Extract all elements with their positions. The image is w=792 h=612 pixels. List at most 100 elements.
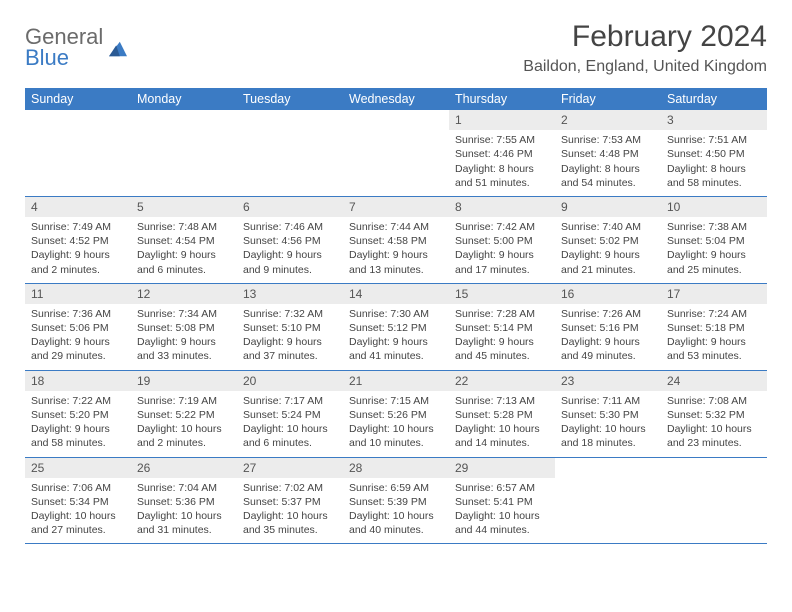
day-body: Sunrise: 7:22 AMSunset: 5:20 PMDaylight:… xyxy=(25,391,131,457)
calendar-week: 18Sunrise: 7:22 AMSunset: 5:20 PMDayligh… xyxy=(25,370,767,457)
day-number: 29 xyxy=(449,458,555,478)
calendar-cell: 19Sunrise: 7:19 AMSunset: 5:22 PMDayligh… xyxy=(131,370,237,457)
calendar-week: 1Sunrise: 7:55 AMSunset: 4:46 PMDaylight… xyxy=(25,110,767,196)
calendar-cell: 10Sunrise: 7:38 AMSunset: 5:04 PMDayligh… xyxy=(661,196,767,283)
calendar-week: 4Sunrise: 7:49 AMSunset: 4:52 PMDaylight… xyxy=(25,196,767,283)
day-sunset: Sunset: 4:56 PM xyxy=(243,234,337,248)
day-body: Sunrise: 7:08 AMSunset: 5:32 PMDaylight:… xyxy=(661,391,767,457)
calendar-week: 25Sunrise: 7:06 AMSunset: 5:34 PMDayligh… xyxy=(25,457,767,544)
day-sunset: Sunset: 5:12 PM xyxy=(349,321,443,335)
day-number: 7 xyxy=(343,197,449,217)
day-body: Sunrise: 7:02 AMSunset: 5:37 PMDaylight:… xyxy=(237,478,343,544)
day-header: Thursday xyxy=(449,88,555,110)
day-sunset: Sunset: 5:41 PM xyxy=(455,495,549,509)
day-daylight: Daylight: 10 hours and 14 minutes. xyxy=(455,422,549,450)
day-sunrise: Sunrise: 7:11 AM xyxy=(561,394,655,408)
calendar-cell: 29 Sunrise: 6:57 AMSunset: 5:41 PMDayligh… xyxy=(449,457,555,544)
day-number: 27 xyxy=(237,458,343,478)
day-sunrise: Sunrise: 7:40 AM xyxy=(561,220,655,234)
day-sunrise: Sunrise: 7:36 AM xyxy=(31,307,125,321)
day-sunrise: Sunrise: 7:34 AM xyxy=(137,307,231,321)
calendar-cell xyxy=(25,110,131,196)
page-header: General Blue February 2024 Baildon, Engl… xyxy=(25,20,767,76)
day-daylight: Daylight: 10 hours and 6 minutes. xyxy=(243,422,337,450)
calendar-cell: 15Sunrise: 7:28 AMSunset: 5:14 PMDayligh… xyxy=(449,283,555,370)
day-sunset: Sunset: 5:24 PM xyxy=(243,408,337,422)
day-sunset: Sunset: 4:54 PM xyxy=(137,234,231,248)
day-daylight: Daylight: 10 hours and 23 minutes. xyxy=(667,422,761,450)
day-sunrise: Sunrise: 6:57 AM xyxy=(455,481,549,495)
day-sunrise: Sunrise: 7:22 AM xyxy=(31,394,125,408)
day-sunrise: Sunrise: 7:15 AM xyxy=(349,394,443,408)
day-number: 8 xyxy=(449,197,555,217)
day-number: 22 xyxy=(449,371,555,391)
calendar-cell: 4Sunrise: 7:49 AMSunset: 4:52 PMDaylight… xyxy=(25,196,131,283)
calendar-cell: 8Sunrise: 7:42 AMSunset: 5:00 PMDaylight… xyxy=(449,196,555,283)
day-sunrise: Sunrise: 7:30 AM xyxy=(349,307,443,321)
day-header: Wednesday xyxy=(343,88,449,110)
day-sunset: Sunset: 5:34 PM xyxy=(31,495,125,509)
calendar-cell: 12Sunrise: 7:34 AMSunset: 5:08 PMDayligh… xyxy=(131,283,237,370)
calendar-cell: 22Sunrise: 7:13 AMSunset: 5:28 PMDayligh… xyxy=(449,370,555,457)
day-sunset: Sunset: 5:22 PM xyxy=(137,408,231,422)
day-body: Sunrise: 7:46 AMSunset: 4:56 PMDaylight:… xyxy=(237,217,343,283)
sail-icon xyxy=(107,40,129,58)
day-sunrise: Sunrise: 7:08 AM xyxy=(667,394,761,408)
day-body: Sunrise: 7:06 AMSunset: 5:34 PMDaylight:… xyxy=(25,478,131,544)
calendar-cell xyxy=(343,110,449,196)
calendar-cell: 26Sunrise: 7:04 AMSunset: 5:36 PMDayligh… xyxy=(131,457,237,544)
day-header: Saturday xyxy=(661,88,767,110)
day-body: Sunrise: 7:28 AMSunset: 5:14 PMDaylight:… xyxy=(449,304,555,370)
day-body: Sunrise: 7:04 AMSunset: 5:36 PMDaylight:… xyxy=(131,478,237,544)
calendar-cell: 27Sunrise: 7:02 AMSunset: 5:37 PMDayligh… xyxy=(237,457,343,544)
day-daylight: Daylight: 8 hours and 58 minutes. xyxy=(667,162,761,190)
day-sunrise: Sunrise: 7:24 AM xyxy=(667,307,761,321)
day-daylight: Daylight: 9 hours and 2 minutes. xyxy=(31,248,125,276)
day-daylight: Daylight: 9 hours and 53 minutes. xyxy=(667,335,761,363)
day-number: 17 xyxy=(661,284,767,304)
day-sunrise: Sunrise: 7:42 AM xyxy=(455,220,549,234)
calendar-cell: 14Sunrise: 7:30 AMSunset: 5:12 PMDayligh… xyxy=(343,283,449,370)
day-body: Sunrise: 7:44 AMSunset: 4:58 PMDaylight:… xyxy=(343,217,449,283)
day-sunset: Sunset: 5:36 PM xyxy=(137,495,231,509)
location-text: Baildon, England, United Kingdom xyxy=(523,58,767,76)
calendar-table: SundayMondayTuesdayWednesdayThursdayFrid… xyxy=(25,88,767,544)
day-body: Sunrise: 7:42 AMSunset: 5:00 PMDaylight:… xyxy=(449,217,555,283)
calendar-cell xyxy=(555,457,661,544)
calendar-cell: 16Sunrise: 7:26 AMSunset: 5:16 PMDayligh… xyxy=(555,283,661,370)
day-sunset: Sunset: 5:26 PM xyxy=(349,408,443,422)
day-sunrise: Sunrise: 7:51 AM xyxy=(667,133,761,147)
day-number: 10 xyxy=(661,197,767,217)
calendar-cell: 17Sunrise: 7:24 AMSunset: 5:18 PMDayligh… xyxy=(661,283,767,370)
day-sunset: Sunset: 5:04 PM xyxy=(667,234,761,248)
calendar-week: 11Sunrise: 7:36 AMSunset: 5:06 PMDayligh… xyxy=(25,283,767,370)
day-sunset: Sunset: 4:50 PM xyxy=(667,147,761,161)
day-header-row: SundayMondayTuesdayWednesdayThursdayFrid… xyxy=(25,88,767,110)
day-sunset: Sunset: 5:10 PM xyxy=(243,321,337,335)
day-daylight: Daylight: 9 hours and 21 minutes. xyxy=(561,248,655,276)
day-daylight: Daylight: 10 hours and 2 minutes. xyxy=(137,422,231,450)
day-body: Sunrise: 7:17 AMSunset: 5:24 PMDaylight:… xyxy=(237,391,343,457)
day-sunset: Sunset: 4:52 PM xyxy=(31,234,125,248)
day-body: Sunrise: 7:51 AMSunset: 4:50 PMDaylight:… xyxy=(661,130,767,196)
day-number: 4 xyxy=(25,197,131,217)
calendar-cell: 20Sunrise: 7:17 AMSunset: 5:24 PMDayligh… xyxy=(237,370,343,457)
day-sunrise: Sunrise: 7:46 AM xyxy=(243,220,337,234)
day-daylight: Daylight: 10 hours and 44 minutes. xyxy=(455,509,549,537)
day-body: Sunrise: 7:26 AMSunset: 5:16 PMDaylight:… xyxy=(555,304,661,370)
day-sunset: Sunset: 5:00 PM xyxy=(455,234,549,248)
day-daylight: Daylight: 9 hours and 58 minutes. xyxy=(31,422,125,450)
day-sunrise: Sunrise: 7:06 AM xyxy=(31,481,125,495)
day-body: Sunrise: 7:38 AMSunset: 5:04 PMDaylight:… xyxy=(661,217,767,283)
day-sunset: Sunset: 5:20 PM xyxy=(31,408,125,422)
day-body: Sunrise: 7:48 AMSunset: 4:54 PMDaylight:… xyxy=(131,217,237,283)
calendar-cell: 23Sunrise: 7:11 AMSunset: 5:30 PMDayligh… xyxy=(555,370,661,457)
day-body: Sunrise: 7:30 AMSunset: 5:12 PMDaylight:… xyxy=(343,304,449,370)
calendar-cell: 24Sunrise: 7:08 AMSunset: 5:32 PMDayligh… xyxy=(661,370,767,457)
day-body: Sunrise: 7:11 AMSunset: 5:30 PMDaylight:… xyxy=(555,391,661,457)
calendar-cell: 7Sunrise: 7:44 AMSunset: 4:58 PMDaylight… xyxy=(343,196,449,283)
calendar-cell: 11Sunrise: 7:36 AMSunset: 5:06 PMDayligh… xyxy=(25,283,131,370)
day-daylight: Daylight: 9 hours and 17 minutes. xyxy=(455,248,549,276)
day-body: Sunrise: 7:24 AMSunset: 5:18 PMDaylight:… xyxy=(661,304,767,370)
brand-line2: Blue xyxy=(25,47,103,69)
